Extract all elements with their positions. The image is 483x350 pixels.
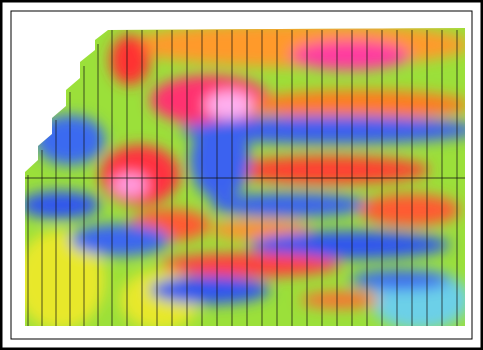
heatmap: [15, 20, 480, 330]
survey-map: [0, 0, 483, 350]
screenshot: [0, 0, 483, 350]
